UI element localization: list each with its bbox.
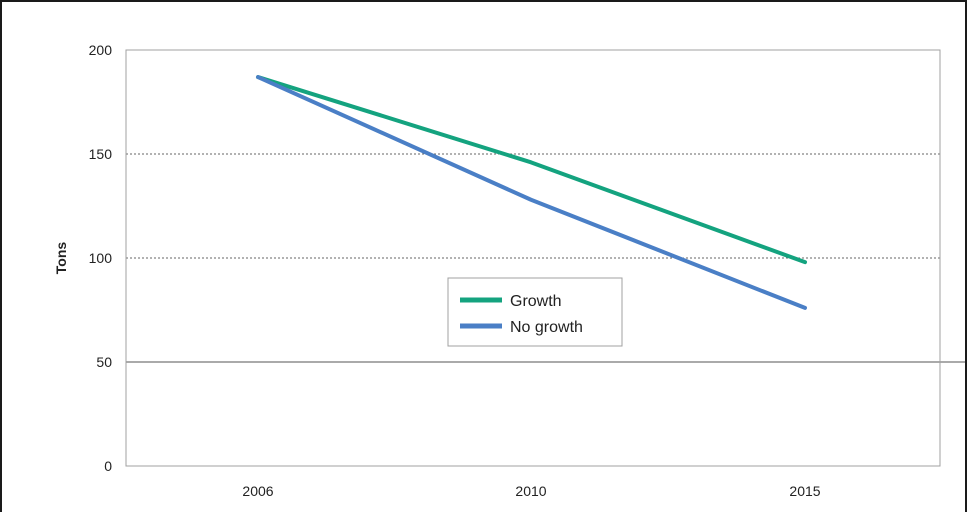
- y-tick-label-100: 100: [89, 250, 113, 266]
- y-axis-title: Tons: [53, 242, 69, 275]
- y-tick-label-200: 200: [89, 42, 113, 58]
- y-tick-labels: 0 50 100 150 200: [89, 42, 113, 474]
- y-tick-label-50: 50: [96, 354, 112, 370]
- plot-area: [125, 49, 941, 467]
- x-tick-label-2010: 2010: [515, 483, 546, 499]
- legend-box: [447, 277, 623, 347]
- x-tick-labels: 2006 2010 2015: [242, 483, 820, 499]
- x-tick-label-2006: 2006: [242, 483, 273, 499]
- series-line-no-growth: [256, 75, 807, 310]
- y-tick-label-150: 150: [89, 146, 113, 162]
- legend-label: No growth: [510, 319, 583, 336]
- series-line-growth: [256, 75, 807, 265]
- y-tick-label-0: 0: [104, 458, 112, 474]
- legend-label: Growth: [510, 293, 562, 310]
- legend: Growth No growth: [447, 277, 623, 347]
- gridlines: [126, 153, 965, 363]
- series-lines: [256, 75, 807, 310]
- x-tick-label-2015: 2015: [789, 483, 820, 499]
